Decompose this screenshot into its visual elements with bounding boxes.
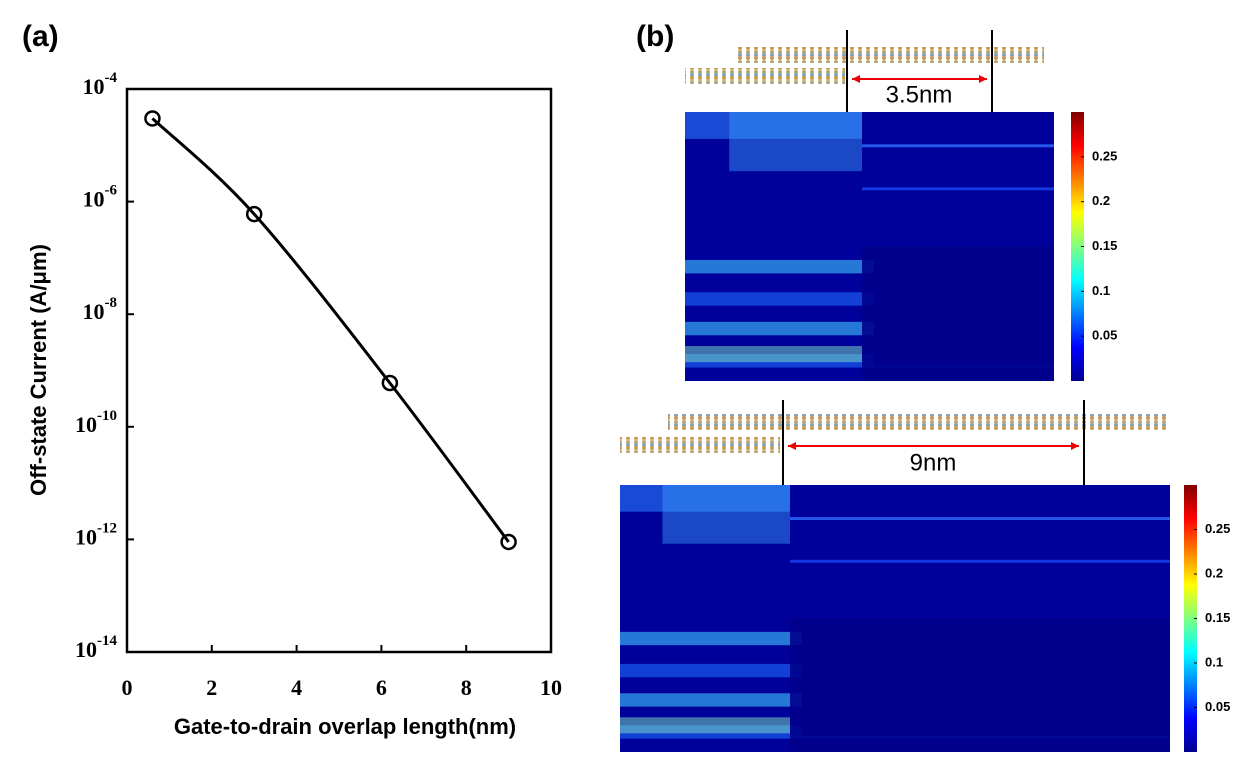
data-point <box>381 374 399 392</box>
data-point <box>144 110 161 127</box>
colorbar-tick-label: 0.15 <box>1205 610 1230 625</box>
heatmap-band <box>790 618 1170 752</box>
heatmap-band <box>685 292 874 306</box>
x-axis-label: Gate-to-drain overlap length(nm) <box>174 714 516 739</box>
heatmap-band <box>790 517 1170 521</box>
colorbar-tick-label: 0.1 <box>1205 654 1223 669</box>
dimension-label: 9nm <box>910 449 957 476</box>
y-tick-label: 10-8 <box>83 296 118 325</box>
atom-layer <box>738 47 1044 63</box>
panel-label: (a) <box>22 20 59 53</box>
heatmap-band <box>862 187 1054 191</box>
atom-layer <box>668 414 1168 430</box>
heatmap-band <box>620 631 802 646</box>
x-tick-label: 8 <box>461 675 472 700</box>
heatmap-band <box>620 485 790 512</box>
colorbar-tick-label: 0.25 <box>1092 148 1117 163</box>
atom-layer <box>685 68 845 84</box>
y-tick-label: 10-12 <box>75 521 117 550</box>
heatmap-band <box>729 112 862 172</box>
heatmap-band <box>685 112 862 139</box>
x-tick-label: 6 <box>376 675 387 700</box>
heatmap-band <box>685 321 874 336</box>
colorbar-tick-label: 0.05 <box>1092 328 1117 343</box>
y-tick-label: 10-14 <box>75 633 117 662</box>
data-line <box>151 117 510 543</box>
y-tick-label: 10-6 <box>83 183 118 212</box>
x-tick-label: 0 <box>122 675 133 700</box>
plot-frame <box>125 87 553 654</box>
heatmap <box>685 112 1054 381</box>
colorbar <box>1071 112 1084 381</box>
heatmap <box>620 485 1170 752</box>
heatmap-band <box>862 144 1054 148</box>
heatmap-band <box>685 259 874 274</box>
x-tick-label: 10 <box>540 675 562 700</box>
atom-layer <box>620 437 780 453</box>
y-tick-label: 10-4 <box>83 70 118 99</box>
colorbar-tick-label: 0.2 <box>1205 565 1223 580</box>
heatmap-band <box>862 246 1054 381</box>
colorbar <box>1184 485 1197 752</box>
colorbar-tick-label: 0.05 <box>1205 699 1230 714</box>
colorbar-tick-label: 0.2 <box>1092 193 1110 208</box>
data-point <box>245 205 263 223</box>
heatmap-band <box>662 485 790 544</box>
y-tick-label: 10-10 <box>75 408 117 437</box>
panel-label: (b) <box>636 20 674 53</box>
heatmap-band <box>685 346 862 363</box>
heatmap-band <box>620 717 790 734</box>
heatmap-band <box>620 693 802 707</box>
data-point <box>500 533 517 551</box>
heatmap-band <box>620 663 802 678</box>
dimension-label: 3.5nm <box>886 81 953 108</box>
x-tick-label: 4 <box>291 675 302 700</box>
x-tick-label: 2 <box>206 675 217 700</box>
colorbar-tick-label: 0.15 <box>1092 238 1117 253</box>
y-axis-label: Off-state Current (A/μm) <box>26 244 51 496</box>
heatmap-band <box>790 559 1170 563</box>
colorbar-tick-label: 0.25 <box>1205 521 1230 536</box>
colorbar-tick-label: 0.1 <box>1092 283 1110 298</box>
